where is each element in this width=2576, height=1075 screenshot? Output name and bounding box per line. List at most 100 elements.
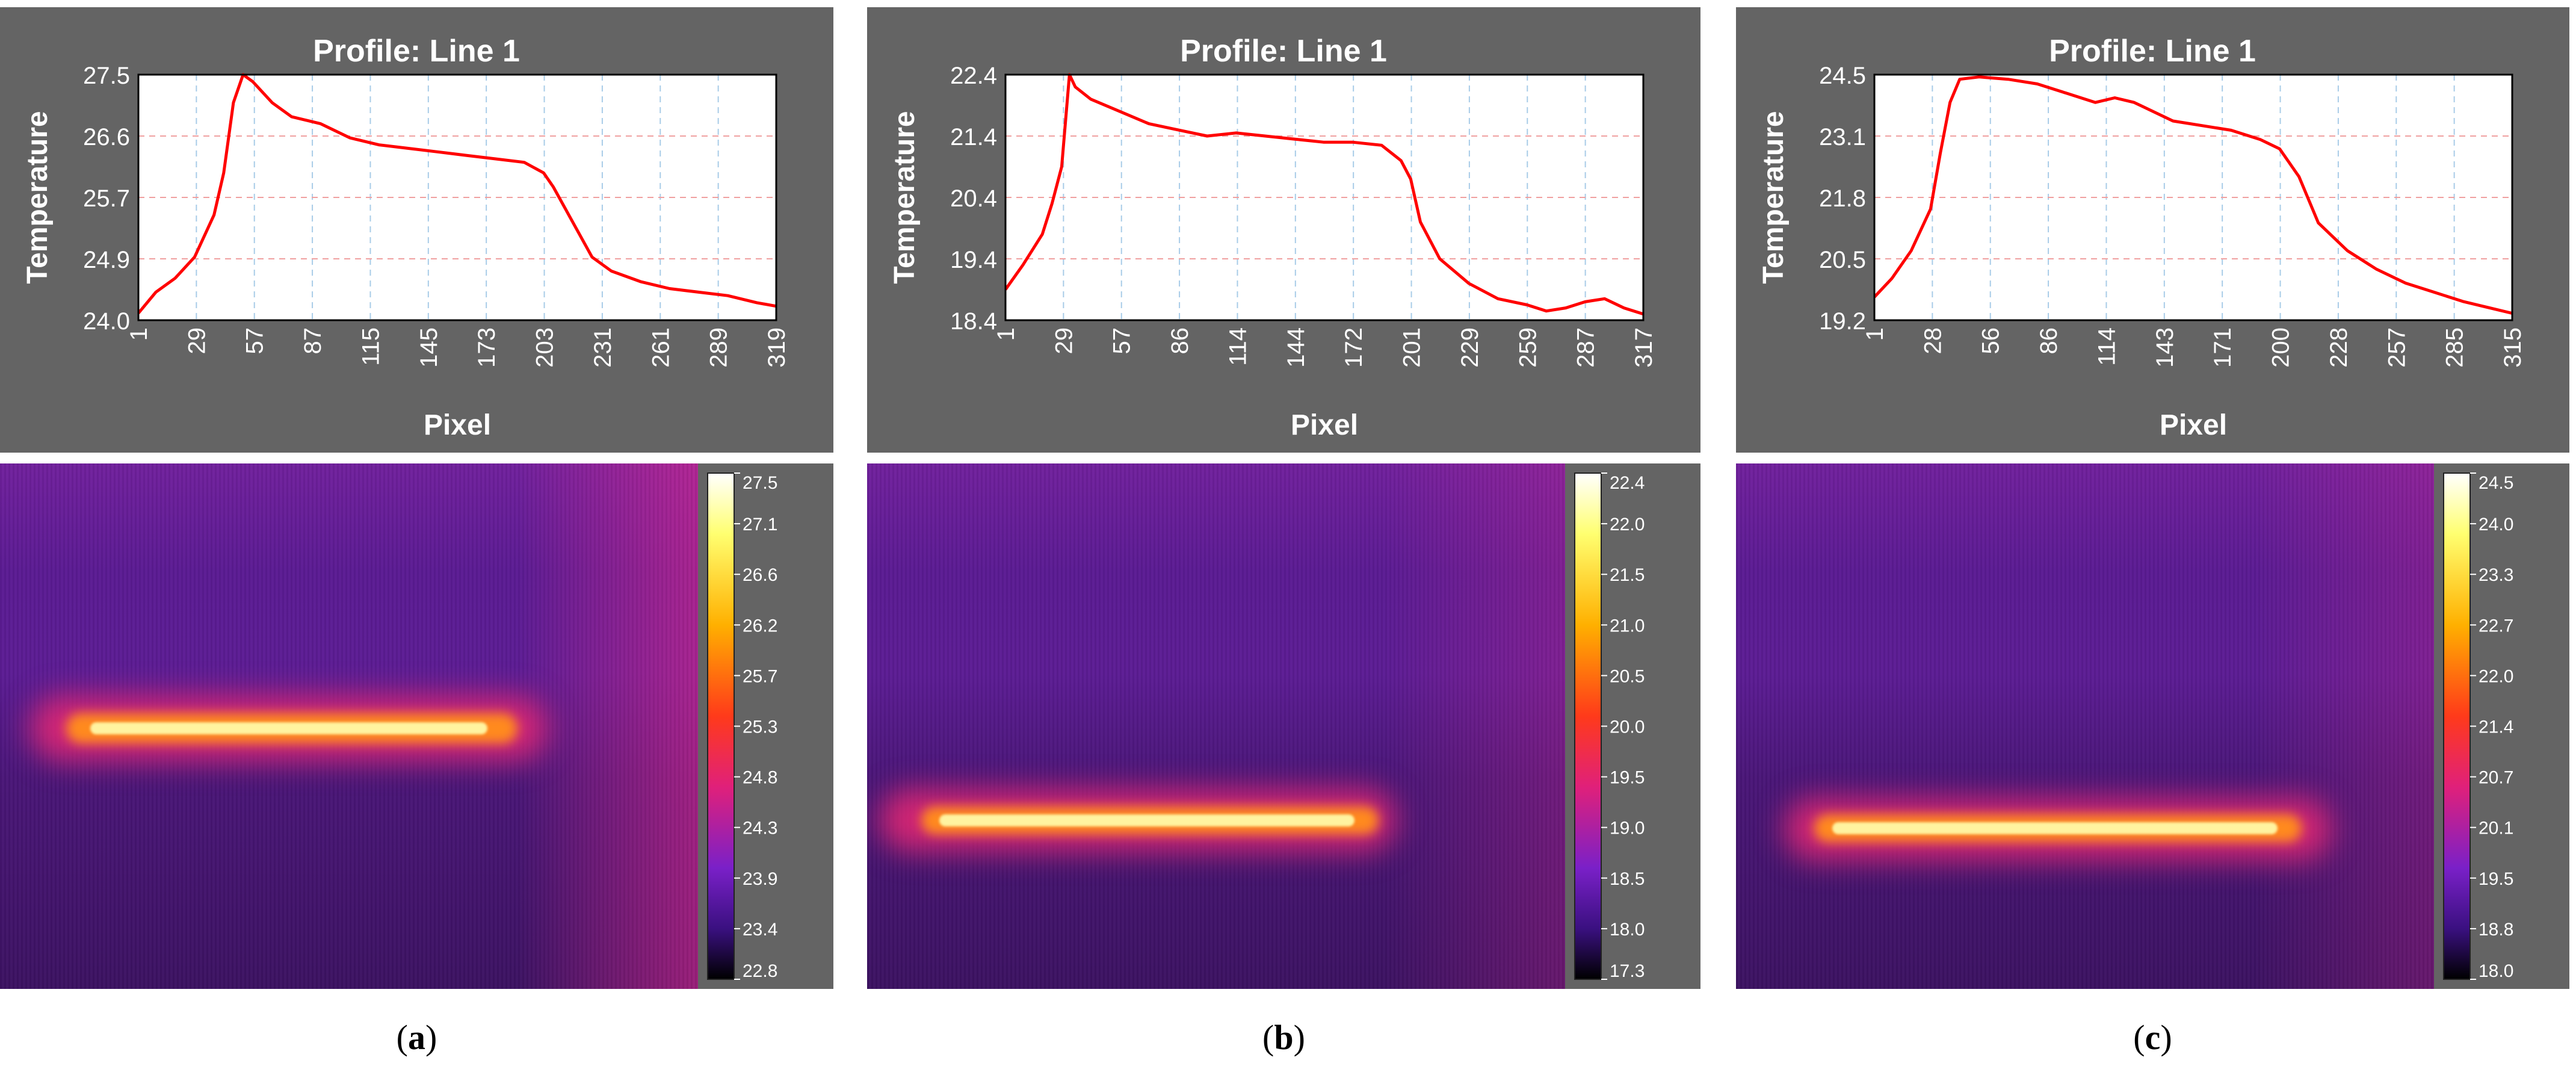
- chart-title: Profile: Line 1: [2049, 34, 2256, 69]
- colorbar-tick-label: 17.3: [1610, 961, 1645, 981]
- y-axis-label: Temperature: [22, 111, 54, 283]
- colorbar-tick-label: 22.7: [2479, 616, 2513, 636]
- colorbar-tick-label: 24.8: [743, 768, 777, 788]
- x-tick-label: 56: [1978, 327, 2004, 355]
- colorbar-tick-label: 23.9: [743, 869, 777, 889]
- x-axis-label: Pixel: [424, 409, 491, 441]
- x-tick-label: 173: [474, 327, 500, 368]
- caption-a: (a): [396, 1018, 437, 1057]
- thermal-image-panel-a: 27.5 27.1 26.6 26.2 25.7 25.3 24.8 24.3 23.9 23.4…: [0, 463, 833, 989]
- x-tick-label: 115: [357, 327, 384, 366]
- thermal-image-panel-c: 24.5 24.0 23.3 22.7 22.0 21.4 20.7 20.1 19.5 18.8…: [1736, 463, 2569, 989]
- y-tick-label: 24.0: [83, 308, 130, 335]
- x-axis-label: Pixel: [1291, 409, 1358, 441]
- y-tick-label: 24.5: [1819, 63, 1866, 89]
- colorbar-tick-label: 19.5: [2479, 869, 2513, 889]
- x-tick-label: 172: [1341, 327, 1367, 368]
- thermal-warm-region: [1385, 463, 1565, 989]
- plot-border: [1873, 73, 2513, 321]
- colorbar-gradient: [2443, 472, 2471, 980]
- y-tick-label: 22.4: [950, 63, 997, 89]
- colorbar-tick-label: 22.8: [743, 961, 777, 981]
- thermal-warm-region: [2253, 463, 2434, 989]
- x-tick-label: 87: [300, 327, 326, 355]
- sensor-stripe-texture: [1736, 463, 2434, 989]
- colorbar-tick-label: 18.5: [1610, 869, 1645, 889]
- profile-chart-panel-c: Profile: Line 1 19.2 20.5 21.8 23.1 24.5 1 28 56…: [1736, 7, 2569, 453]
- colorbar-tick-label: 21.0: [1610, 616, 1645, 636]
- y-tick-label: 27.5: [83, 63, 130, 89]
- colorbar-tick-label: 20.0: [1610, 717, 1645, 737]
- x-tick-label: 261: [647, 327, 674, 368]
- y-tick-label: 20.5: [1819, 247, 1866, 273]
- temperature-profile-line: [1873, 75, 2513, 315]
- caption-letter-a: a: [408, 1018, 425, 1057]
- x-tick-label: 287: [1573, 327, 1599, 368]
- x-tick-label: 317: [1631, 327, 1657, 368]
- caption-b: (b): [1262, 1018, 1305, 1057]
- y-tick-label: 25.7: [83, 185, 130, 212]
- x-tick-label: 143: [2152, 327, 2178, 368]
- colorbar-tick-label: 18.8: [2479, 920, 2513, 940]
- hot-line-core: [90, 722, 487, 734]
- plot-border: [137, 73, 777, 321]
- x-tick-label: 231: [590, 327, 616, 368]
- x-tick-label: 114: [1225, 327, 1251, 366]
- colorbar-tick-label: 25.3: [743, 717, 777, 737]
- x-tick-label: 86: [1167, 327, 1193, 355]
- temperature-profile-line: [137, 73, 777, 314]
- y-tick-label: 26.6: [83, 124, 130, 150]
- x-tick-label: 28: [1920, 327, 1946, 355]
- profile-chart-b: Profile: Line 1 18.4 19.4 20.4 21.4 22.4 1 29 57…: [889, 34, 1657, 441]
- colorbar-tick-label: 24.5: [2479, 473, 2513, 493]
- colorbar-tick-label: 27.5: [743, 473, 777, 493]
- profile-chart-panel-b: Profile: Line 1 18.4 19.4 20.4 21.4 22.4 1 29 57…: [867, 7, 1700, 453]
- thermal-background-tint: [1736, 463, 2434, 572]
- colorbar-gradient: [1574, 472, 1602, 980]
- y-axis-label: Temperature: [889, 111, 921, 283]
- x-tick-label: 29: [184, 327, 210, 355]
- thermal-image-b: [867, 463, 1565, 989]
- figure-column-b: Profile: Line 1 18.4 19.4 20.4 21.4 22.4 1 29 57…: [867, 0, 1700, 1075]
- x-tick-label: 200: [2268, 327, 2294, 368]
- colorbar-tick-label: 26.2: [743, 616, 777, 636]
- colorbar-gradient: [707, 472, 735, 980]
- colorbar-tick-label: 22.0: [1610, 515, 1645, 534]
- profile-chart-c: Profile: Line 1 19.2 20.5 21.8 23.1 24.5 1 28 56…: [1758, 34, 2526, 441]
- x-tick-label: 319: [764, 327, 790, 368]
- x-tick-label: 285: [2442, 327, 2468, 368]
- y-tick-label: 21.4: [950, 124, 997, 150]
- x-tick-label: 86: [2036, 327, 2062, 355]
- hot-line-core: [1832, 822, 2278, 834]
- profile-chart-a: Profile: Line 1 24.0 24.9 25.7 26.6 27.5 1 29 57…: [22, 34, 790, 441]
- x-tick-label: 145: [416, 327, 442, 368]
- colorbar-a: 27.5 27.1 26.6 26.2 25.7 25.3 24.8 24.3 23.9 23.4…: [707, 472, 777, 981]
- colorbar-tick-label: 21.4: [2479, 717, 2513, 737]
- x-tick-label: 201: [1399, 327, 1425, 368]
- colorbar-tick-label: 23.3: [2479, 565, 2513, 585]
- figure-column-a: Profile: Line 1 24.0 24.9 25.7 26.6 27.5 1 29 57…: [0, 0, 833, 1075]
- x-tick-label: 144: [1283, 327, 1309, 368]
- x-tick-label: 57: [1109, 327, 1135, 355]
- chart-title: Profile: Line 1: [313, 34, 520, 69]
- x-tick-label: 1: [993, 327, 1019, 341]
- colorbar-tick-label: 21.5: [1610, 565, 1645, 585]
- chart-title: Profile: Line 1: [1180, 34, 1387, 69]
- x-axis-label: Pixel: [2160, 409, 2227, 441]
- y-tick-label: 19.4: [950, 247, 997, 273]
- caption-c: (c): [2133, 1018, 2172, 1057]
- thermal-background-tint: [867, 463, 1565, 572]
- caption-letter-c: c: [2145, 1018, 2161, 1057]
- x-tick-label: 1: [1862, 327, 1888, 341]
- y-axis-label: Temperature: [1758, 111, 1790, 283]
- colorbar-tick-label: 18.0: [1610, 920, 1645, 940]
- colorbar-tick-label: 27.1: [743, 515, 777, 534]
- colorbar-b: 22.4 22.0 21.5 21.0 20.5 20.0 19.5 19.0 18.5 18.0…: [1574, 472, 1645, 981]
- y-tick-label: 19.2: [1819, 308, 1866, 335]
- profile-chart-panel-a: Profile: Line 1 24.0 24.9 25.7 26.6 27.5 1 29 57…: [0, 7, 833, 453]
- plot-border: [1004, 73, 1645, 321]
- x-tick-label: 257: [2383, 327, 2410, 368]
- sensor-stripe-texture: [867, 463, 1565, 989]
- colorbar-tick-label: 20.5: [1610, 666, 1645, 686]
- colorbar-tick-label: 25.7: [743, 666, 777, 686]
